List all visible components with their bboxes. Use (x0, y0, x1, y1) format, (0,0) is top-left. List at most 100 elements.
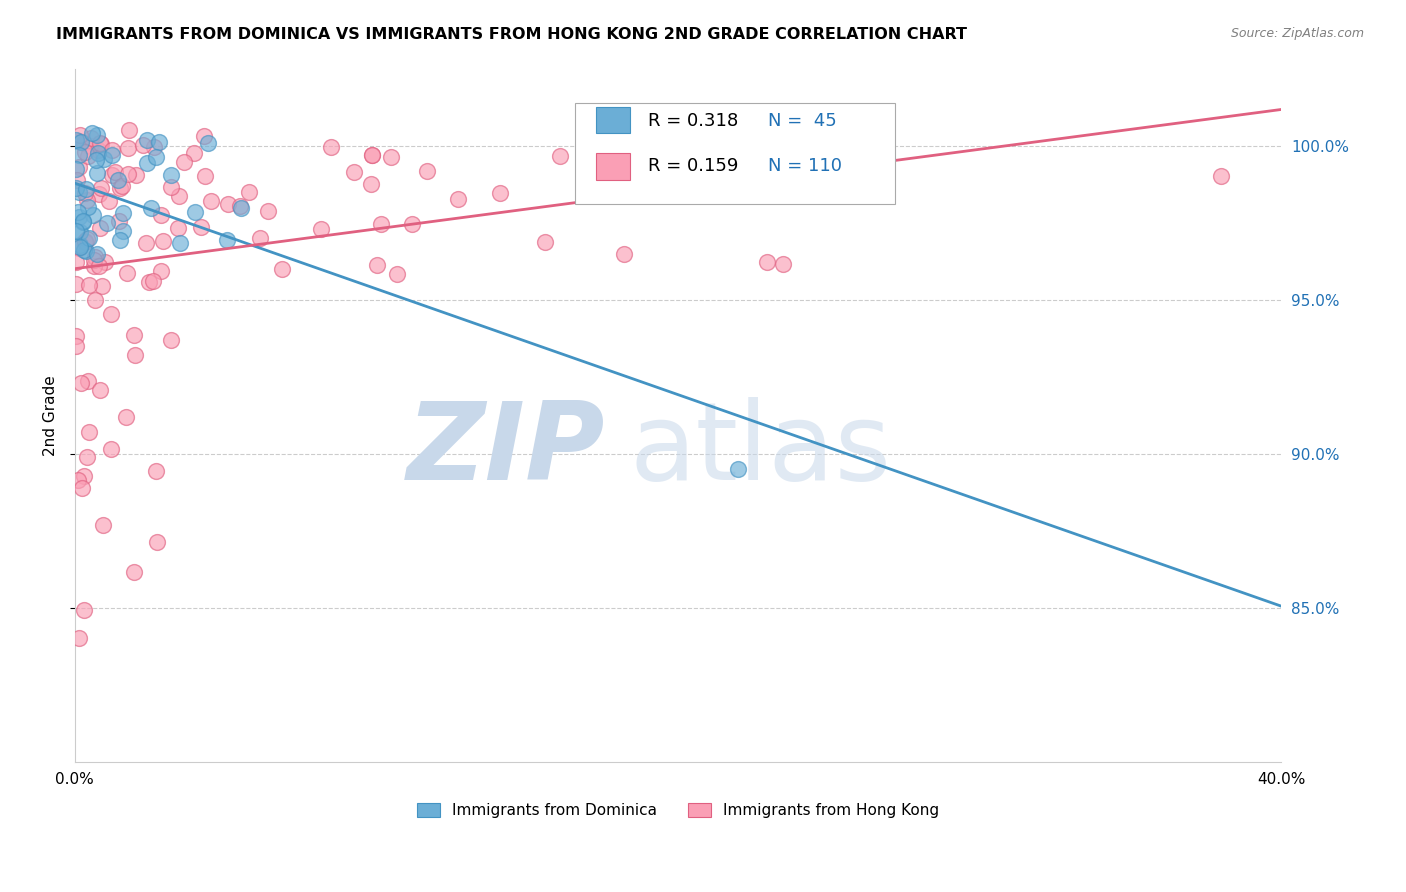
Point (67, 185, 90, 199)
Point (82, 208, 104, 222)
Point (550, 149, 572, 163)
Point (114, 409, 136, 424)
Point (380, 150, 402, 164)
Point (145, 534, 167, 549)
Point (96, 216, 118, 230)
Point (80, 131, 103, 145)
Text: R = 0.159: R = 0.159 (648, 157, 738, 176)
Point (100, 306, 122, 320)
Point (93, 152, 115, 166)
Point (139, 201, 162, 215)
Point (67, 242, 90, 256)
Y-axis label: 2nd Grade: 2nd Grade (44, 376, 58, 456)
Point (73, 469, 96, 483)
Bar (596, 153, 630, 179)
Point (65, 161, 87, 176)
Point (89, 384, 111, 398)
Point (194, 169, 217, 183)
Point (115, 267, 138, 281)
Point (238, 185, 260, 199)
Point (167, 221, 190, 235)
Point (270, 262, 292, 277)
Point (167, 189, 190, 203)
Point (86, 145, 108, 160)
Point (77, 374, 100, 388)
Point (70, 376, 93, 391)
Point (125, 168, 148, 182)
Point (136, 133, 159, 147)
Point (66, 474, 89, 488)
Point (415, 164, 437, 178)
Point (73, 136, 96, 150)
Point (104, 165, 127, 179)
Point (101, 143, 124, 157)
Point (112, 224, 135, 238)
Point (67, 134, 90, 148)
Point (86, 247, 108, 261)
Point (65, 277, 87, 291)
Point (69, 237, 91, 252)
Point (401, 217, 423, 231)
Point (217, 197, 239, 211)
Point (321, 140, 343, 154)
Point (67, 632, 90, 646)
Point (132, 138, 155, 153)
Point (200, 194, 222, 208)
Point (142, 140, 165, 154)
Point (118, 123, 141, 137)
Text: R = 0.318: R = 0.318 (648, 112, 738, 130)
Text: ZIP: ZIP (408, 397, 606, 503)
Point (190, 219, 212, 234)
Point (72, 214, 94, 228)
Point (122, 328, 145, 343)
Point (87, 259, 110, 273)
Point (73, 603, 96, 617)
Point (613, 247, 636, 261)
Point (135, 235, 157, 250)
Point (145, 150, 167, 164)
Point (124, 348, 146, 362)
Point (215, 233, 238, 247)
Point (67, 211, 90, 225)
Point (100, 168, 122, 182)
Point (142, 274, 165, 288)
Point (112, 206, 135, 220)
Point (111, 179, 134, 194)
Point (366, 259, 388, 273)
Point (77, 201, 100, 215)
FancyBboxPatch shape (575, 103, 896, 204)
Point (149, 208, 172, 222)
Bar (596, 107, 630, 133)
Point (117, 168, 139, 182)
Point (67, 148, 90, 162)
Point (160, 180, 183, 194)
Point (160, 333, 183, 347)
Point (75, 181, 97, 195)
Point (72, 215, 94, 229)
Point (361, 148, 384, 162)
Text: N =  45: N = 45 (769, 112, 837, 130)
Point (66, 173, 89, 187)
Point (84, 293, 107, 307)
Point (91, 518, 114, 533)
Point (82, 127, 104, 141)
Point (124, 565, 146, 579)
Point (343, 165, 366, 179)
Point (83, 260, 105, 274)
Point (197, 136, 219, 151)
Point (73, 186, 96, 200)
Point (184, 205, 207, 219)
Point (173, 154, 195, 169)
Point (67, 161, 90, 175)
Point (361, 148, 384, 162)
Text: atlas: atlas (630, 397, 891, 503)
Point (83, 252, 105, 267)
Point (229, 202, 252, 216)
Point (76, 149, 98, 163)
Point (727, 462, 749, 476)
Point (76, 231, 98, 245)
Text: Source: ZipAtlas.com: Source: ZipAtlas.com (1230, 27, 1364, 40)
Point (145, 464, 167, 478)
Point (65, 224, 87, 238)
Point (90, 278, 112, 293)
